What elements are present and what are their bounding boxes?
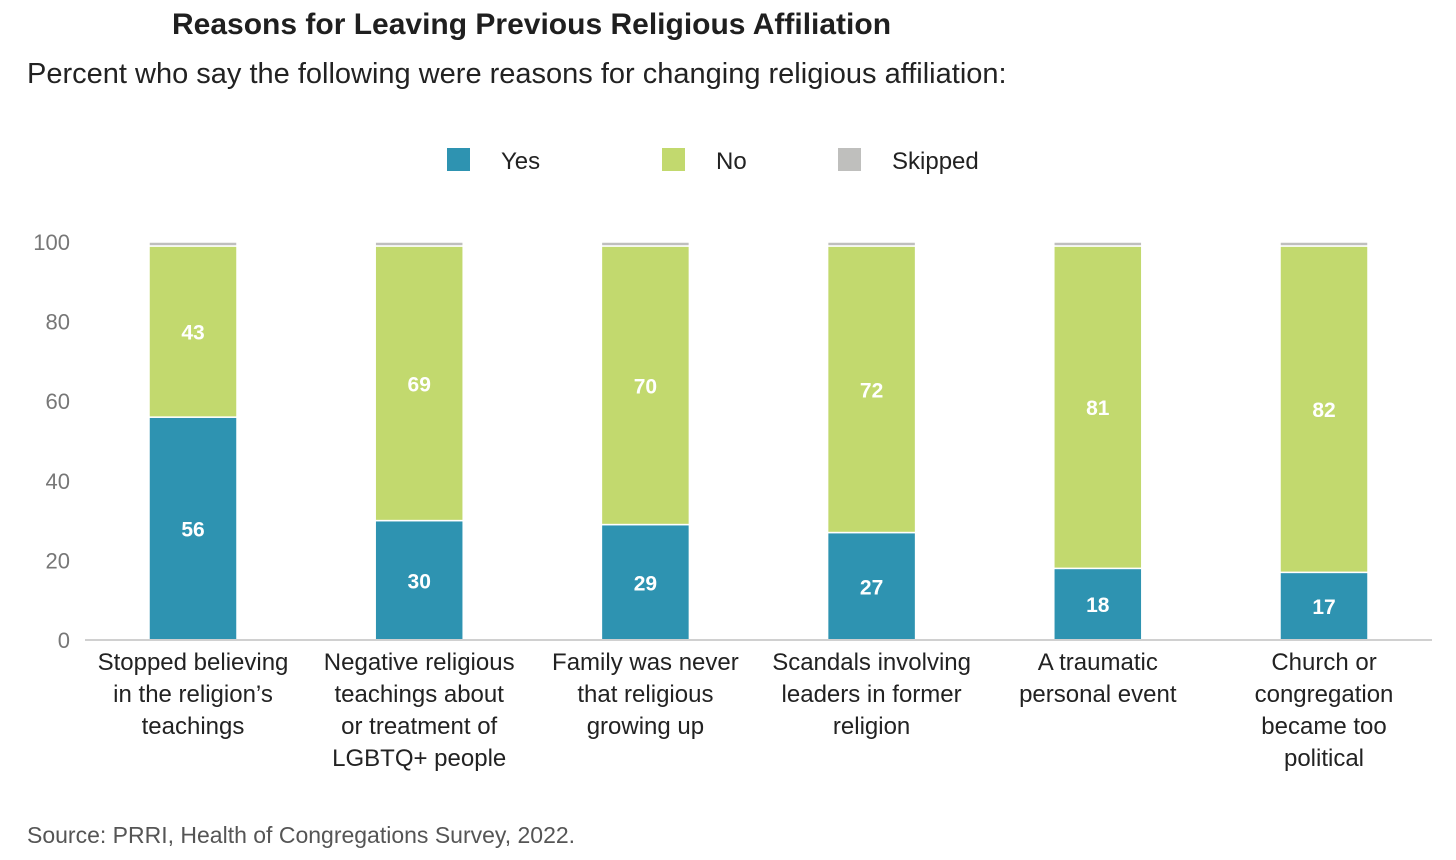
x-category-label: Scandals involving leaders in former relig… <box>772 649 971 740</box>
chart-subtitle: Percent who say the following were reaso… <box>27 58 1007 90</box>
y-tick-label: 60 <box>46 389 70 414</box>
x-category-label: Church or congregation became too political <box>1255 649 1394 772</box>
bar-segment-skipped <box>600 241 691 247</box>
x-axis: Stopped believing in the religion’s teachi… <box>85 639 1432 772</box>
legend-label-yes: Yes <box>501 148 540 175</box>
bar-segment-skipped <box>1053 241 1143 247</box>
legend-swatch-skipped <box>838 148 861 171</box>
x-category-label: Negative religious teachings about or trea… <box>324 649 515 772</box>
bar-segment-skipped <box>374 241 464 247</box>
data-label-yes: 30 <box>408 570 431 593</box>
data-label-no: 82 <box>1312 399 1335 422</box>
data-label-no: 81 <box>1086 397 1110 420</box>
data-label-yes: 17 <box>1312 596 1335 619</box>
data-label-no: 72 <box>860 379 883 402</box>
bar-segment-no <box>148 245 238 418</box>
stacked-bar-chart: Yes No Skipped 0 20 40 60 80 100 56 43 30 69 29 70 27… <box>33 148 1432 772</box>
bar-segment-no <box>1053 245 1143 570</box>
y-tick-label: 80 <box>46 310 70 335</box>
legend-swatch-no <box>662 148 685 171</box>
data-label-yes: 18 <box>1086 594 1110 617</box>
bars: 56 43 30 69 29 70 27 72 18 81 17 82 <box>148 241 1369 641</box>
y-tick-label: 100 <box>33 230 70 255</box>
bar-segment-yes <box>600 523 691 641</box>
legend: Yes No Skipped <box>447 148 979 175</box>
bar-segment-no <box>1279 245 1369 574</box>
data-label-yes: 56 <box>181 519 204 542</box>
bar-segment-skipped <box>826 241 917 247</box>
data-label-yes: 29 <box>634 572 657 595</box>
bar-segment-skipped <box>1279 241 1369 247</box>
bar-segment-yes <box>374 519 464 641</box>
bar-segment-yes <box>1279 571 1369 641</box>
x-category-label: A traumatic personal event <box>1019 649 1177 708</box>
data-label-no: 69 <box>408 373 431 396</box>
data-label-yes: 27 <box>860 576 883 599</box>
bar-segment-no <box>600 245 691 526</box>
bar-segment-skipped <box>148 241 238 247</box>
x-category-label: Family was never that religious growing up <box>552 649 739 740</box>
y-tick-label: 20 <box>46 548 70 573</box>
chart-title: Reasons for Leaving Previous Religious A… <box>172 8 892 41</box>
y-tick-label: 0 <box>58 628 70 653</box>
legend-label-skipped: Skipped <box>892 148 979 175</box>
x-category-label: Stopped believing in the religion’s teachi… <box>98 649 289 740</box>
bar-segment-no <box>826 245 917 534</box>
y-tick-label: 40 <box>46 469 70 494</box>
legend-label-no: No <box>716 148 747 175</box>
y-axis: 0 20 40 60 80 100 <box>33 230 70 653</box>
bar-segment-yes <box>826 531 917 641</box>
data-label-no: 70 <box>634 375 657 398</box>
legend-swatch-yes <box>447 148 470 171</box>
source-note: Source: PRRI, Health of Congregations Su… <box>27 822 576 848</box>
data-label-no: 43 <box>181 322 204 345</box>
